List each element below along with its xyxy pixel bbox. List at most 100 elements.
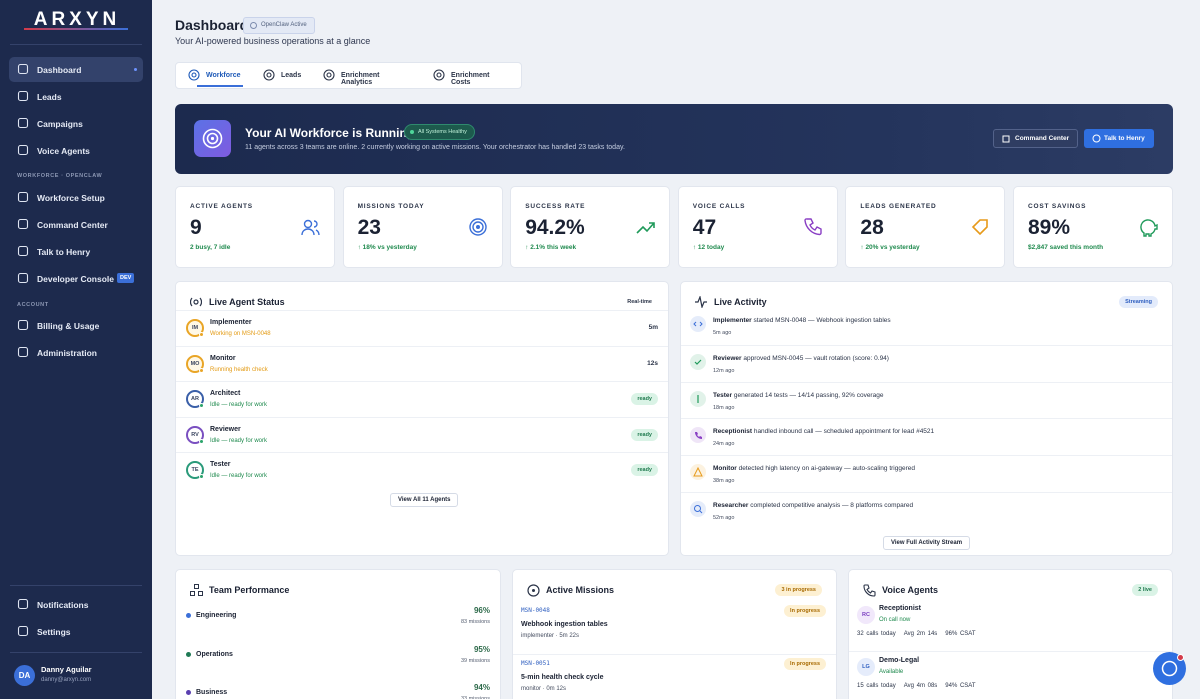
voice-name: Demo-Legal <box>879 657 920 664</box>
health-text: All Systems Healthy <box>418 129 467 135</box>
page-subtitle: Your AI-powered business operations at a… <box>175 36 371 46</box>
agent-status: Idle — ready for work <box>210 402 268 409</box>
icon <box>694 359 702 365</box>
user-avatar[interactable]: DA <box>14 665 35 686</box>
mission-row: MSN-0048 Webhook ingestion tables implemen… <box>513 602 836 654</box>
nav-item[interactable]: Talk to Henry <box>9 239 143 264</box>
stat-label: ACTIVE AGENTS <box>190 203 253 210</box>
nav-label: Workforce Setup <box>37 193 105 203</box>
activity-detail: approved MSN-0045 — vault rotation (scor… <box>743 354 889 362</box>
agent-status: Idle — ready for work <box>210 473 268 480</box>
button-icon <box>1092 134 1101 143</box>
logo-underline <box>24 28 128 30</box>
activity-row: Reviewer approved MSN-0045 — vault rotat… <box>681 344 1172 382</box>
health-badge: All Systems Healthy <box>404 124 475 140</box>
activity-text: Tester generated 14 tests — 14/14 passin… <box>713 392 883 399</box>
activity-row: Researcher completed competitive analysi… <box>681 492 1172 529</box>
voice-avatar: LG <box>857 658 875 676</box>
voice-status: Available <box>879 669 904 675</box>
team-name: Operations <box>196 650 233 658</box>
banner-text: 11 agents across 3 teams are online. 2 c… <box>245 144 625 151</box>
tab-bar: Workforce Leads Enrichment Analytics Enrich… <box>175 62 522 89</box>
nav-item[interactable]: Dashboard <box>9 57 143 82</box>
icon <box>17 598 29 610</box>
team-name: Business <box>196 689 228 696</box>
agent-name: Implementer <box>210 319 252 326</box>
nav-item[interactable]: Developer Console DEV <box>9 266 143 291</box>
view-agents-button[interactable]: View All 11 Agents <box>390 493 459 507</box>
button-label: Command Center <box>1015 135 1070 142</box>
icon <box>323 69 335 81</box>
logo[interactable]: ARXYN <box>33 9 121 30</box>
nav-item[interactable]: Billing & Usage <box>9 313 143 338</box>
agent-row: MO Monitor Running health check 12s <box>176 345 668 382</box>
mission-id: MSN-0051 <box>521 660 550 667</box>
nav-label: Billing & Usage <box>37 321 100 331</box>
nav-item[interactable]: Leads <box>9 84 143 109</box>
agent-status-panel: Live Agent Status Real-time IM Implemente… <box>175 281 669 556</box>
status-banner: Your AI Workforce is Running All Systems… <box>175 104 1173 174</box>
icon <box>17 63 29 75</box>
icon <box>17 625 29 637</box>
panel-badge: Real-time <box>627 299 652 305</box>
nav-item[interactable]: Settings <box>9 619 143 644</box>
team-missions: 33 missions <box>460 696 490 699</box>
active-dot <box>134 68 137 71</box>
icon <box>636 222 655 234</box>
stat-card: COST SAVINGS 89% $2,847 saved this month <box>1013 186 1173 268</box>
team-name: Engineering <box>196 612 237 619</box>
agent-status: Working on MSN-0048 <box>210 331 271 337</box>
panel-icon <box>863 584 876 597</box>
voice-stat-avg: Avg 2m 14s <box>903 631 938 637</box>
activity-icon <box>690 353 706 370</box>
nav-item[interactable]: Voice Agents <box>9 138 143 163</box>
voice-stat-avg: Avg 4m 08s <box>903 683 938 689</box>
stat-card: LEADS GENERATED 28 ↑ 20% vs yesterday <box>845 186 1006 268</box>
activity-row: Receptionist handled inbound call — sche… <box>681 418 1172 455</box>
icon <box>17 90 29 102</box>
icon <box>697 394 699 403</box>
nav-item[interactable]: Notifications <box>9 592 143 617</box>
icon <box>301 219 320 236</box>
stat-value: 89% <box>1028 216 1071 239</box>
talk-button[interactable]: Talk to Henry <box>1084 129 1154 148</box>
command-center-button[interactable]: Command Center <box>993 129 1078 148</box>
stat-label: COST SAVINGS <box>1028 203 1087 210</box>
stat-label: LEADS GENERATED <box>860 203 937 210</box>
agent-name: Reviewer <box>210 425 241 433</box>
stat-value: 94.2% <box>525 216 585 239</box>
stat-value: 28 <box>860 216 884 239</box>
activity-detail: completed competitive analysis — 8 platf… <box>750 502 914 509</box>
nav-item[interactable]: Campaigns <box>9 111 143 136</box>
voice-stat-calls: 32 calls today <box>857 631 896 637</box>
voice-avatar: RC <box>857 606 875 624</box>
nav-item[interactable]: Administration <box>9 340 143 365</box>
team-missions: 83 missions <box>460 619 490 625</box>
panel-icon <box>190 584 203 596</box>
nav-item[interactable]: Command Center <box>9 212 143 237</box>
icon <box>695 432 702 440</box>
badge-icon <box>250 22 257 29</box>
mission-name: Webhook ingestion tables <box>521 621 608 628</box>
button-icon <box>1002 135 1010 143</box>
icon <box>17 191 29 203</box>
stat-card: VOICE CALLS 47 ↑ 12 today <box>677 186 838 268</box>
divider <box>10 652 142 653</box>
activity-time: 18m ago <box>713 404 735 411</box>
voice-stats: 15 calls today Avg 4m 08s 94% CSAT <box>857 683 976 689</box>
nav-label: Leads <box>37 92 62 102</box>
agent-name: Architect <box>210 390 241 398</box>
missions-panel: Active Missions 3 in progress MSN-0048 We… <box>512 569 837 699</box>
button-label: Talk to Henry <box>1104 135 1145 142</box>
team-missions: 39 missions <box>460 657 490 664</box>
agent-time: 5m <box>648 324 658 331</box>
agent-time: 12s <box>647 359 658 367</box>
nav-item[interactable]: Workforce Setup <box>9 185 143 210</box>
icon <box>263 69 275 81</box>
agent-status: Idle — ready for work <box>210 437 268 444</box>
agent-row: AR Architect Idle — ready for work ready <box>176 381 668 417</box>
panel-badge: Streaming <box>1119 296 1158 308</box>
badge-text: OpenClaw Active <box>261 22 307 28</box>
view-stream-button[interactable]: View Full Activity Stream <box>883 536 971 550</box>
activity-time: 24m ago <box>713 441 735 448</box>
